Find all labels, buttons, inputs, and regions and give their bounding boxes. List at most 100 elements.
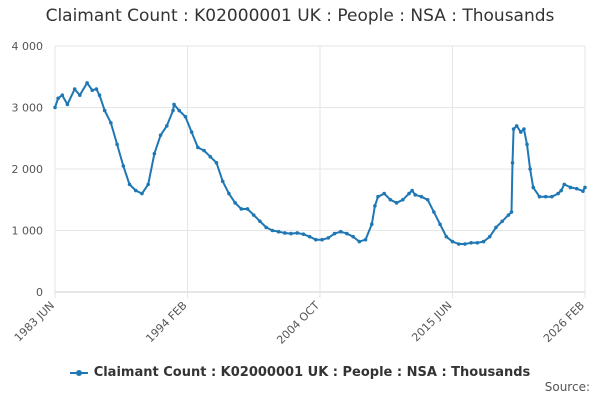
data-point bbox=[320, 237, 324, 242]
y-tick-label: 3 000 bbox=[12, 102, 44, 115]
data-point bbox=[581, 189, 585, 193]
data-point bbox=[270, 228, 275, 233]
data-point bbox=[382, 191, 386, 196]
data-point bbox=[373, 204, 377, 208]
data-point bbox=[94, 87, 99, 91]
y-tick-label: 0 bbox=[36, 286, 43, 299]
data-point bbox=[450, 239, 455, 244]
x-axis-ticks: 1983 JUN 1994 FEB 2004 OCT 2015 JUN 2026 FEB bbox=[12, 299, 587, 347]
data-point bbox=[102, 108, 107, 113]
data-point bbox=[164, 124, 169, 128]
data-point bbox=[559, 188, 563, 193]
data-point bbox=[487, 234, 492, 239]
data-point bbox=[550, 194, 554, 199]
data-point bbox=[133, 188, 138, 193]
data-point bbox=[419, 194, 424, 199]
data-point bbox=[528, 167, 532, 171]
data-point bbox=[245, 207, 250, 211]
data-point bbox=[326, 236, 331, 240]
data-point bbox=[425, 197, 430, 202]
data-point bbox=[158, 133, 163, 137]
legend[interactable]: Claimant Count : K02000001 UK : People :… bbox=[0, 365, 600, 380]
data-point bbox=[556, 191, 560, 196]
data-point bbox=[183, 114, 188, 119]
data-point bbox=[60, 93, 65, 97]
data-point bbox=[369, 222, 374, 227]
data-point bbox=[332, 231, 337, 236]
data-point bbox=[388, 197, 393, 202]
data-point bbox=[295, 231, 300, 235]
y-tick-label: 2 000 bbox=[12, 163, 44, 176]
x-tick-label: 1983 JUN bbox=[12, 299, 57, 344]
data-point bbox=[494, 225, 498, 230]
data-point bbox=[90, 88, 95, 93]
legend-label: Claimant Count : K02000001 UK : People :… bbox=[93, 365, 531, 380]
data-point bbox=[500, 219, 504, 224]
data-point bbox=[531, 185, 536, 190]
data-point bbox=[115, 142, 119, 147]
data-point bbox=[514, 124, 519, 128]
data-point bbox=[463, 242, 467, 246]
data-point bbox=[251, 213, 256, 217]
data-point bbox=[345, 231, 349, 236]
data-point bbox=[401, 197, 405, 202]
data-point bbox=[283, 231, 287, 235]
data-point bbox=[543, 194, 548, 199]
data-point bbox=[78, 93, 82, 97]
data-point bbox=[511, 127, 516, 131]
data-point bbox=[376, 194, 380, 199]
data-point bbox=[363, 237, 368, 242]
data-point bbox=[562, 182, 567, 187]
data-point bbox=[127, 182, 132, 187]
data-point bbox=[410, 188, 414, 193]
x-tick-label: 1994 FEB bbox=[143, 299, 189, 345]
data-point bbox=[574, 186, 579, 191]
data-point bbox=[233, 201, 237, 205]
data-point bbox=[239, 207, 244, 211]
data-point bbox=[525, 142, 529, 147]
data-point bbox=[519, 130, 523, 134]
data-point bbox=[456, 242, 461, 246]
legend-swatch bbox=[69, 369, 88, 376]
source-credits[interactable]: Source: bbox=[544, 380, 590, 394]
gridlines bbox=[54, 45, 586, 298]
data-point bbox=[301, 232, 306, 236]
data-point bbox=[438, 222, 442, 227]
y-tick-label: 1 000 bbox=[12, 225, 44, 238]
data-point bbox=[506, 213, 511, 217]
chart-title: Claimant Count : K02000001 UK : People :… bbox=[45, 6, 555, 26]
data-point bbox=[537, 194, 542, 199]
data-point bbox=[583, 185, 587, 190]
data-point bbox=[258, 219, 262, 224]
data-point bbox=[338, 229, 343, 234]
data-point bbox=[65, 102, 70, 107]
data-point bbox=[432, 210, 436, 214]
x-tick-label: 2026 FEB bbox=[541, 299, 587, 345]
data-point bbox=[264, 225, 268, 230]
data-point bbox=[177, 108, 182, 113]
series-line bbox=[54, 81, 586, 245]
data-point bbox=[509, 210, 514, 214]
data-point bbox=[121, 164, 126, 168]
data-point bbox=[171, 108, 175, 113]
data-point bbox=[407, 191, 411, 196]
data-point bbox=[357, 239, 362, 244]
data-point bbox=[97, 93, 102, 97]
data-point bbox=[140, 191, 144, 196]
data-point bbox=[522, 127, 526, 131]
data-point bbox=[289, 231, 293, 236]
data-point bbox=[208, 154, 213, 159]
data-point bbox=[469, 241, 473, 245]
data-point bbox=[214, 161, 219, 165]
data-point bbox=[394, 201, 399, 205]
data-point bbox=[53, 105, 57, 110]
series-marker-layer bbox=[53, 81, 587, 246]
data-point bbox=[568, 185, 573, 190]
data-point bbox=[189, 130, 194, 134]
data-point bbox=[413, 193, 418, 197]
data-point bbox=[444, 234, 449, 239]
data-point bbox=[351, 234, 355, 239]
data-point bbox=[109, 121, 113, 125]
data-point bbox=[85, 81, 89, 85]
